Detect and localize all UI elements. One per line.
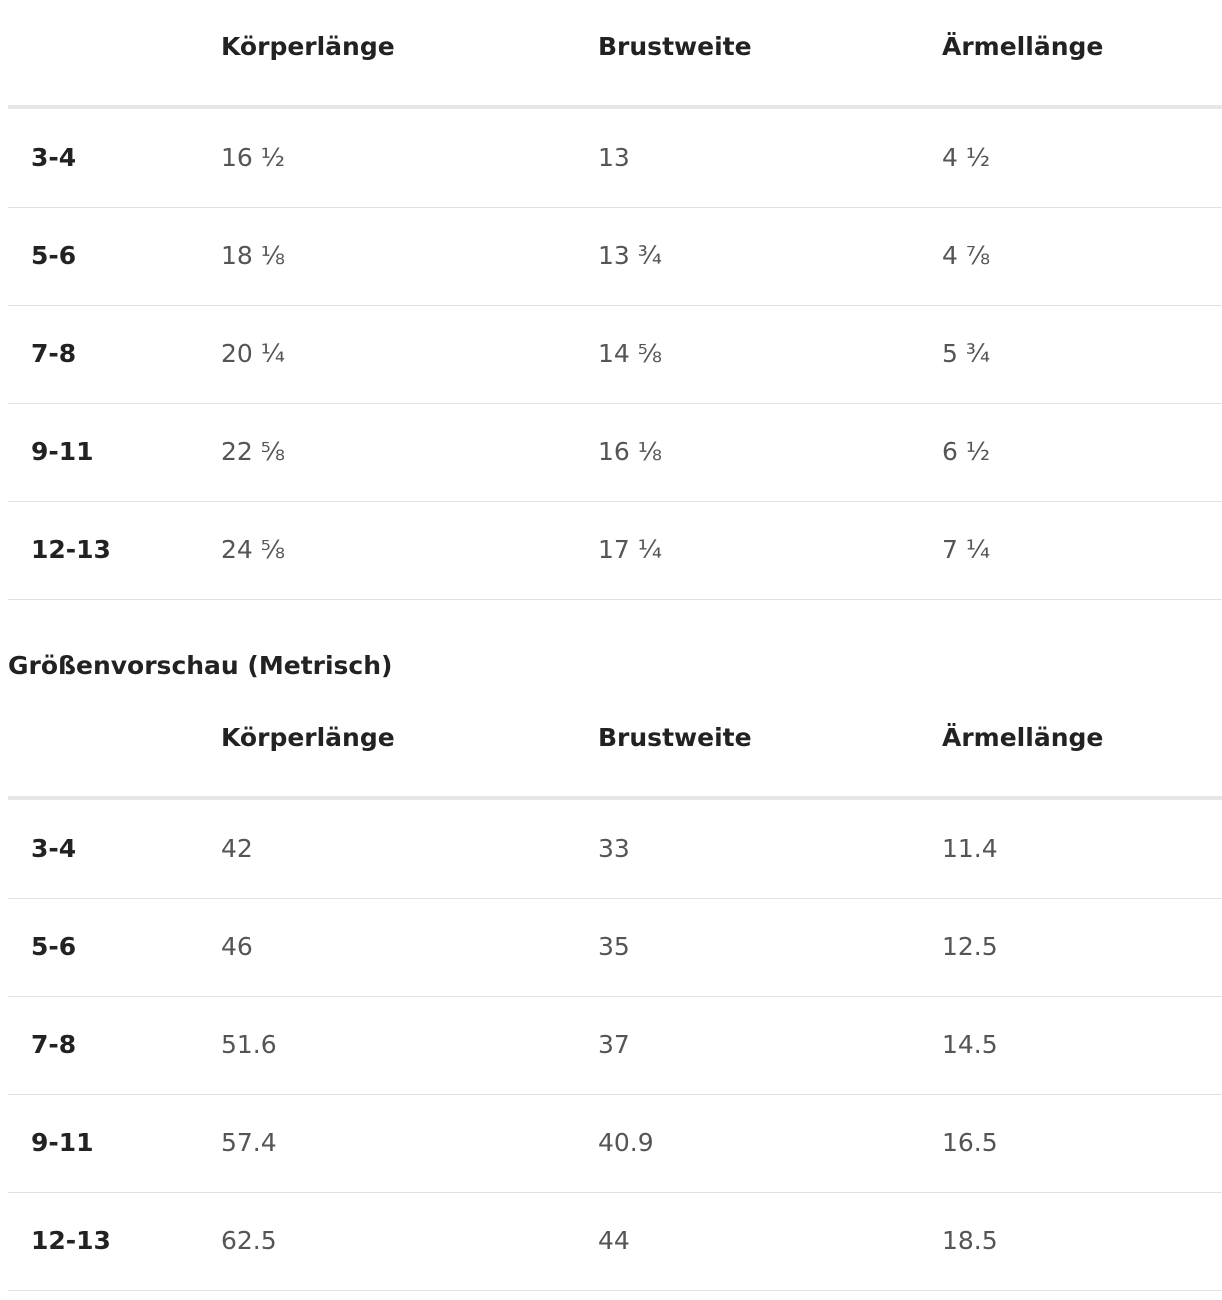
cell: 7 ¼ <box>942 535 991 564</box>
cell: 20 ¼ <box>221 339 285 368</box>
cell: 24 ⅝ <box>221 535 285 564</box>
row-border <box>8 501 1222 502</box>
cell: 16.5 <box>942 1128 998 1157</box>
row-label: 12-13 <box>31 1226 111 1255</box>
cell: 13 ¾ <box>598 241 662 270</box>
row-border <box>8 599 1222 600</box>
cell: 35 <box>598 932 630 961</box>
cell: 14 ⅝ <box>598 339 662 368</box>
cell: 18 ⅛ <box>221 241 285 270</box>
column-header: Körperlänge <box>221 32 395 61</box>
row-label: 9-11 <box>31 1128 94 1157</box>
row-label: 5-6 <box>31 932 77 961</box>
column-header: Brustweite <box>598 723 752 752</box>
row-border <box>8 996 1222 997</box>
column-header: Brustweite <box>598 32 752 61</box>
row-label: 7-8 <box>31 1030 77 1059</box>
cell: 6 ½ <box>942 437 991 466</box>
column-header: Körperlänge <box>221 723 395 752</box>
row-label: 9-11 <box>31 437 94 466</box>
cell: 37 <box>598 1030 630 1059</box>
cell: 44 <box>598 1226 630 1255</box>
row-label: 12-13 <box>31 535 111 564</box>
row-label: 3-4 <box>31 143 77 172</box>
cell: 57.4 <box>221 1128 277 1157</box>
cell: 16 ⅛ <box>598 437 662 466</box>
cell: 13 <box>598 143 630 172</box>
header-border <box>8 105 1222 109</box>
cell: 22 ⅝ <box>221 437 285 466</box>
cell: 46 <box>221 932 253 961</box>
cell: 11.4 <box>942 834 998 863</box>
cell: 17 ¼ <box>598 535 662 564</box>
cell: 5 ¾ <box>942 339 991 368</box>
cell: 51.6 <box>221 1030 277 1059</box>
row-border <box>8 898 1222 899</box>
cell: 4 ⅞ <box>942 241 991 270</box>
row-label: 3-4 <box>31 834 77 863</box>
row-label: 7-8 <box>31 339 77 368</box>
column-header: Ärmellänge <box>942 32 1104 61</box>
header-border <box>8 796 1222 800</box>
column-header: Ärmellänge <box>942 723 1104 752</box>
row-border <box>8 403 1222 404</box>
cell: 33 <box>598 834 630 863</box>
cell: 12.5 <box>942 932 998 961</box>
cell: 40.9 <box>598 1128 654 1157</box>
row-border <box>8 1094 1222 1095</box>
row-border <box>8 1192 1222 1193</box>
cell: 14.5 <box>942 1030 998 1059</box>
cell: 42 <box>221 834 253 863</box>
cell: 18.5 <box>942 1226 998 1255</box>
row-border <box>8 305 1222 306</box>
cell: 4 ½ <box>942 143 991 172</box>
cell: 62.5 <box>221 1226 277 1255</box>
section-title: Größenvorschau (Metrisch) <box>8 651 393 680</box>
row-label: 5-6 <box>31 241 77 270</box>
cell: 16 ½ <box>221 143 285 172</box>
row-border <box>8 1290 1222 1291</box>
row-border <box>8 207 1222 208</box>
